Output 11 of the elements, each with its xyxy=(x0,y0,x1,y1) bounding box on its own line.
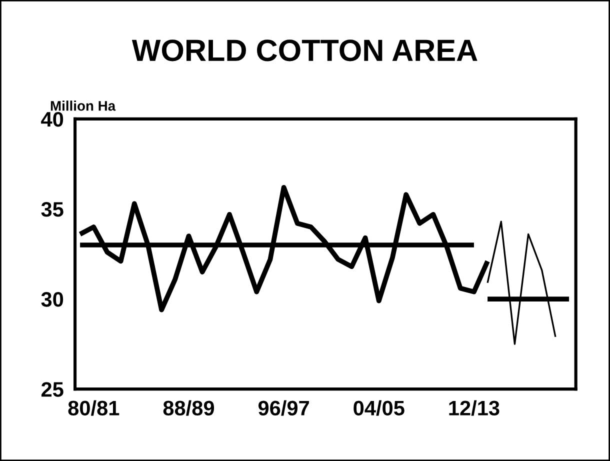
y-tick-label: 40 xyxy=(41,112,64,127)
x-tick-label: 04/05 xyxy=(354,400,404,416)
x-tick-label: 88/89 xyxy=(163,400,214,416)
y-tick-label: 35 xyxy=(41,202,64,217)
x-tick-label: 12/13 xyxy=(449,400,500,416)
y-tick-label: 25 xyxy=(41,382,64,397)
y-axis-title: Million Ha xyxy=(50,100,116,111)
y-tick-label: 30 xyxy=(41,292,64,307)
chart-title: WORLD COTTON AREA xyxy=(132,40,478,62)
x-tick-label: 96/97 xyxy=(258,400,309,416)
x-tick-label: 80/81 xyxy=(68,400,120,416)
